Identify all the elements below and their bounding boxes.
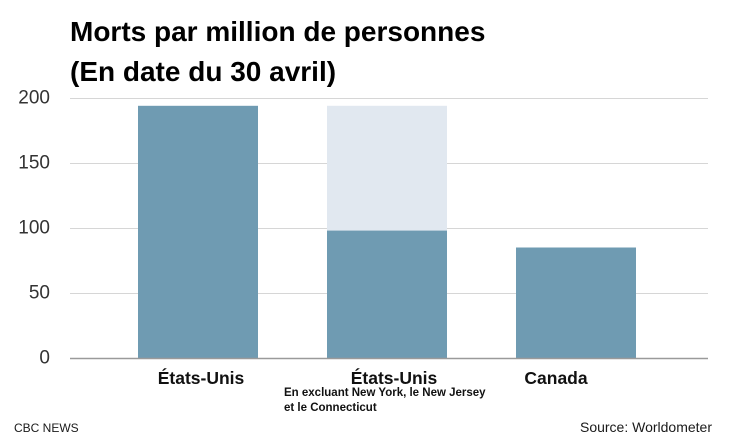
bar — [138, 105, 258, 358]
category-labels: États-Unis États-Unis Canada — [158, 367, 588, 388]
category-note-line: et le Connecticut — [284, 402, 377, 414]
chart-subtitle: (En date du 30 avril) — [70, 56, 337, 87]
bars — [138, 105, 636, 358]
source-credit: Source: Worldometer — [579, 419, 712, 435]
y-tick-label: 200 — [18, 88, 50, 109]
brand-logo-text: CBC NEWS — [14, 421, 79, 435]
chart-title: Morts par million de personnes — [70, 16, 486, 47]
category-label: États-Unis — [158, 367, 245, 388]
category-label: États-Unis — [351, 367, 438, 388]
category-note-line: En excluant New York, le New Jersey — [284, 387, 486, 399]
y-tick-label: 0 — [39, 348, 50, 369]
bar — [516, 247, 636, 358]
y-tick-label: 150 — [18, 153, 50, 174]
category-notes: En excluant New York, le New Jersey et le… — [284, 387, 486, 414]
bar — [327, 230, 447, 358]
y-tick-label: 100 — [18, 218, 50, 239]
category-label: Canada — [524, 368, 587, 388]
y-axis-ticks: 0 50 100 150 200 — [18, 88, 50, 369]
y-tick-label: 50 — [29, 283, 50, 304]
